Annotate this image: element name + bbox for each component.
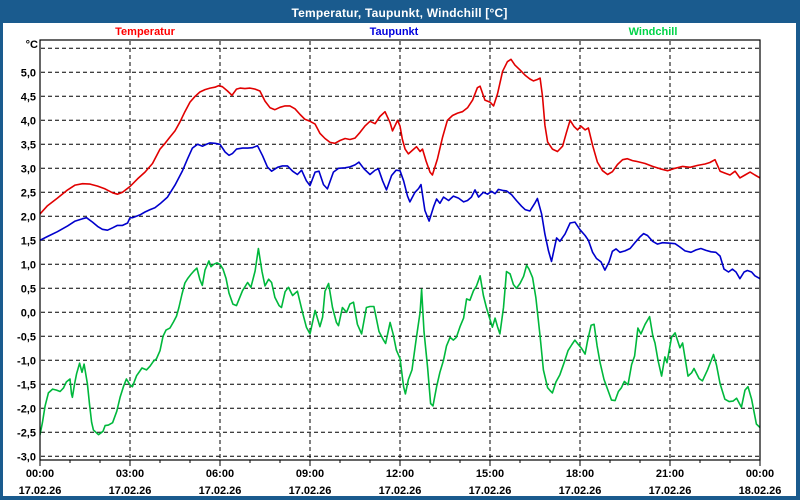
x-tick-label-date: 17.02.26 <box>19 485 62 496</box>
series-line-windchill <box>40 247 760 436</box>
x-tick-label-date: 18.02.26 <box>739 485 782 496</box>
y-tick-label: -0,5 <box>17 331 36 343</box>
x-tick-label-time: 15:00 <box>476 468 504 480</box>
x-tick-label-time: 12:00 <box>386 468 414 480</box>
x-tick-label-date: 17.02.26 <box>289 485 332 496</box>
legend-item-taupunkt: Taupunkt <box>369 26 419 38</box>
x-tick-label-time: 18:00 <box>566 468 594 480</box>
x-tick-label-time: 21:00 <box>656 468 684 480</box>
x-tick-label-date: 17.02.26 <box>379 485 422 496</box>
y-tick-label: -1,5 <box>17 379 36 391</box>
y-tick-label: 2,5 <box>21 187 36 199</box>
y-tick-label: 1,0 <box>21 259 36 271</box>
chart-canvas: °C 5,0 4,5 4,0 3,5 3,0 2,5 2,0 1,5 1,0 0,5 0,0 -0,5 -… <box>17 39 782 496</box>
legend-item-temperatur: Temperatur <box>115 26 175 38</box>
window-title: Temperatur, Taupunkt, Windchill [°C] <box>291 5 508 20</box>
y-tick-label: 0,0 <box>21 307 36 319</box>
x-tick-label-date: 17.02.26 <box>199 485 242 496</box>
series-line-temperatur <box>40 58 760 215</box>
x-tick-label-date: 17.02.26 <box>649 485 692 496</box>
x-tick-label-time: 00:00 <box>746 468 774 480</box>
x-tick-label-date: 17.02.26 <box>469 485 512 496</box>
y-tick-label: 3,5 <box>21 139 36 151</box>
y-tick-label: 2,0 <box>21 211 36 223</box>
y-tick-label: -2,5 <box>17 427 36 439</box>
y-tick-label: -3,0 <box>17 451 36 463</box>
x-tick-label-time: 06:00 <box>206 468 234 480</box>
legend: Temperatur Taupunkt Windchill <box>3 23 796 41</box>
y-tick-label: 1,5 <box>21 235 36 247</box>
legend-item-windchill: Windchill <box>628 26 678 38</box>
x-tick-label-date: 17.02.26 <box>109 485 152 496</box>
y-tick-label: 5,0 <box>21 67 36 79</box>
y-tick-label: -1,0 <box>17 355 36 367</box>
y-tick-label: 4,0 <box>21 115 36 127</box>
y-tick-label: 3,0 <box>21 163 36 175</box>
x-tick-label-date: 17.02.26 <box>559 485 602 496</box>
x-tick-label-time: 09:00 <box>296 468 324 480</box>
y-tick-label: 4,5 <box>21 91 36 103</box>
y-tick-label: -2,0 <box>17 403 36 415</box>
title-bar: Temperatur, Taupunkt, Windchill [°C] <box>3 2 796 23</box>
x-tick-label-time: 03:00 <box>116 468 144 480</box>
series-line-taupunkt <box>40 142 760 280</box>
y-axis-unit-label: °C <box>26 39 38 51</box>
x-tick-label-time: 00:00 <box>26 468 54 480</box>
y-tick-label: 0,5 <box>21 283 36 295</box>
plot-area <box>40 40 760 460</box>
